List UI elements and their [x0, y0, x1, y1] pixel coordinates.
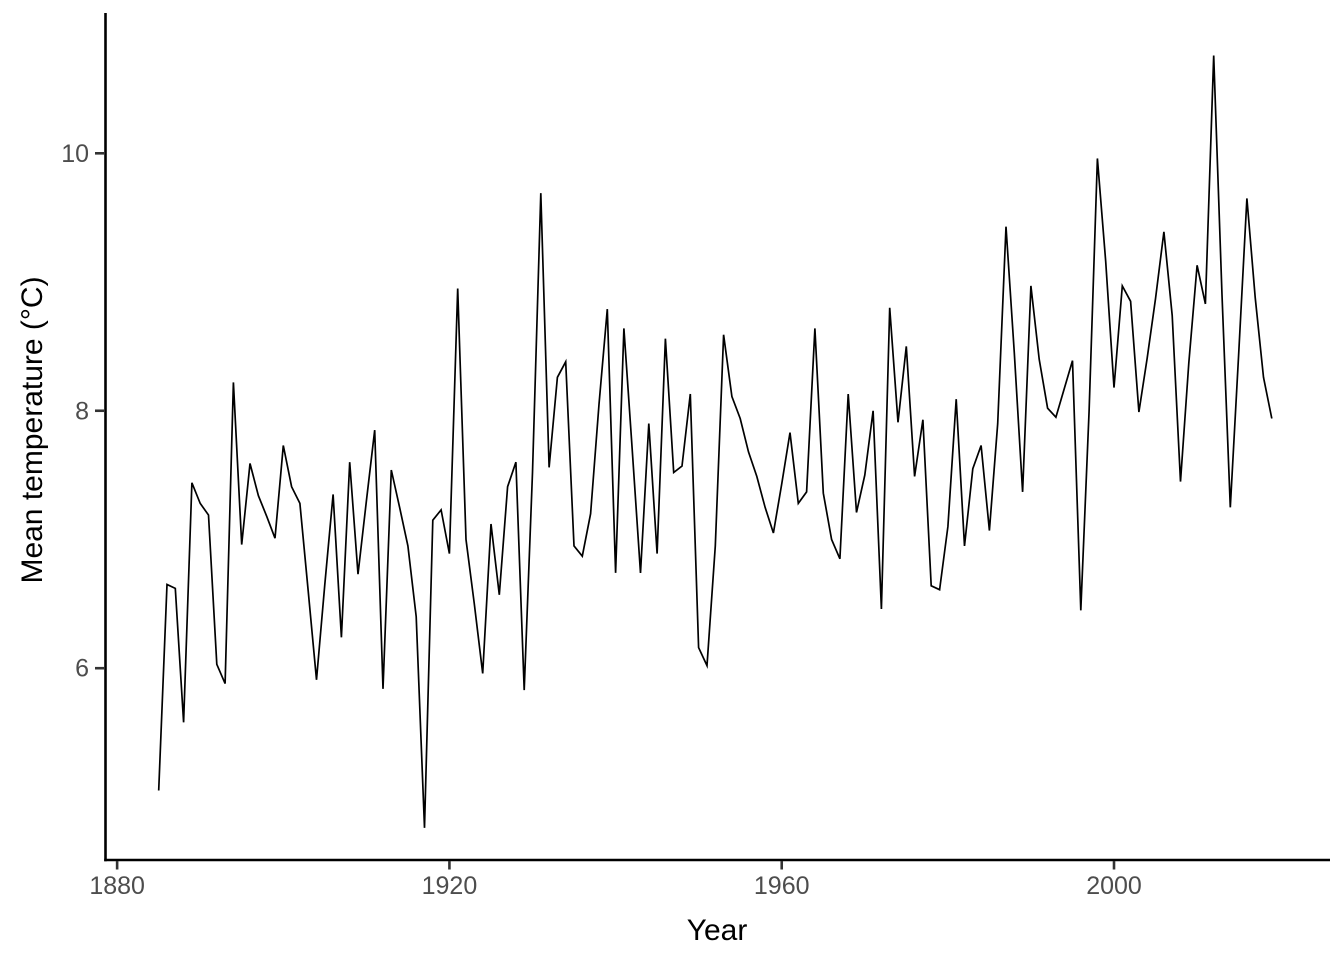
x-axis-title: Year: [687, 914, 748, 947]
y-axis-title: Mean temperature (°C): [16, 276, 49, 583]
temperature-line-series: [157, 55, 1273, 828]
y-tick-label: 10: [61, 140, 89, 168]
x-tick-label: 2000: [1086, 872, 1142, 900]
x-tick-label: 1960: [754, 872, 810, 900]
x-axis-ticks: 1880 1920 1960 2000: [89, 861, 1142, 900]
y-axis-ticks: 6 8 10: [61, 140, 104, 683]
y-tick-label: 8: [75, 397, 89, 425]
y-tick-label: 6: [75, 655, 89, 683]
x-tick-label: 1880: [89, 872, 145, 900]
x-tick-label: 1920: [422, 872, 478, 900]
